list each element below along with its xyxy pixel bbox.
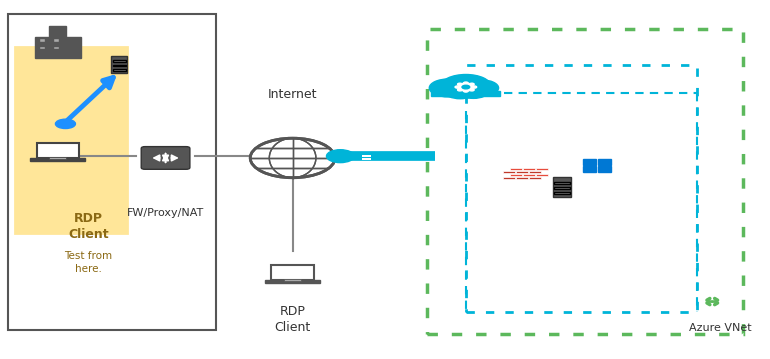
Circle shape: [250, 138, 335, 178]
FancyBboxPatch shape: [523, 174, 534, 176]
FancyBboxPatch shape: [598, 166, 611, 172]
Circle shape: [472, 86, 477, 88]
FancyBboxPatch shape: [49, 157, 66, 159]
FancyBboxPatch shape: [37, 143, 79, 158]
FancyBboxPatch shape: [54, 39, 59, 42]
FancyBboxPatch shape: [111, 56, 127, 74]
Circle shape: [440, 75, 491, 98]
FancyBboxPatch shape: [40, 47, 45, 49]
FancyBboxPatch shape: [40, 39, 45, 42]
Circle shape: [458, 84, 474, 90]
FancyBboxPatch shape: [431, 90, 500, 96]
FancyBboxPatch shape: [40, 39, 45, 42]
FancyBboxPatch shape: [54, 47, 59, 49]
Circle shape: [457, 83, 462, 85]
Circle shape: [445, 84, 476, 99]
Text: Test from
here.: Test from here.: [65, 251, 112, 274]
Circle shape: [326, 150, 354, 163]
FancyBboxPatch shape: [40, 39, 45, 42]
FancyBboxPatch shape: [503, 177, 515, 179]
FancyBboxPatch shape: [554, 182, 570, 184]
FancyBboxPatch shape: [15, 47, 127, 233]
FancyBboxPatch shape: [523, 168, 534, 170]
FancyBboxPatch shape: [503, 171, 515, 173]
FancyBboxPatch shape: [272, 265, 314, 280]
FancyBboxPatch shape: [8, 14, 216, 330]
Circle shape: [464, 82, 468, 84]
FancyBboxPatch shape: [553, 177, 571, 197]
Circle shape: [55, 119, 75, 129]
Circle shape: [470, 89, 474, 91]
FancyBboxPatch shape: [112, 60, 126, 62]
FancyBboxPatch shape: [554, 192, 570, 194]
FancyBboxPatch shape: [30, 158, 85, 161]
FancyBboxPatch shape: [583, 159, 595, 164]
Circle shape: [711, 301, 714, 302]
Circle shape: [455, 86, 460, 88]
FancyBboxPatch shape: [517, 171, 528, 173]
FancyBboxPatch shape: [517, 177, 528, 179]
FancyBboxPatch shape: [54, 39, 59, 42]
FancyBboxPatch shape: [598, 159, 611, 164]
FancyBboxPatch shape: [141, 146, 190, 169]
Circle shape: [462, 85, 470, 89]
Circle shape: [470, 83, 474, 85]
Circle shape: [464, 80, 499, 96]
FancyBboxPatch shape: [362, 155, 371, 157]
FancyBboxPatch shape: [284, 279, 301, 281]
FancyBboxPatch shape: [40, 39, 45, 42]
Text: FW/Proxy/NAT: FW/Proxy/NAT: [127, 208, 204, 218]
FancyBboxPatch shape: [510, 168, 521, 170]
FancyBboxPatch shape: [54, 47, 59, 49]
FancyBboxPatch shape: [49, 26, 66, 37]
FancyBboxPatch shape: [40, 47, 45, 49]
FancyBboxPatch shape: [112, 69, 126, 71]
FancyBboxPatch shape: [54, 39, 59, 42]
FancyBboxPatch shape: [536, 174, 548, 176]
FancyBboxPatch shape: [530, 171, 541, 173]
FancyBboxPatch shape: [583, 166, 595, 172]
FancyBboxPatch shape: [112, 65, 126, 66]
Text: Internet: Internet: [268, 88, 317, 101]
Text: RDP
Client: RDP Client: [69, 212, 109, 241]
FancyBboxPatch shape: [40, 47, 45, 49]
Circle shape: [708, 301, 711, 302]
FancyBboxPatch shape: [265, 280, 320, 283]
FancyBboxPatch shape: [536, 168, 548, 170]
FancyBboxPatch shape: [54, 47, 59, 49]
Circle shape: [714, 301, 717, 302]
Text: RDP
Client: RDP Client: [274, 305, 311, 334]
FancyBboxPatch shape: [54, 47, 59, 49]
FancyBboxPatch shape: [362, 158, 371, 160]
Circle shape: [464, 90, 468, 92]
Circle shape: [457, 89, 462, 91]
FancyBboxPatch shape: [554, 187, 570, 189]
Text: Azure VNet: Azure VNet: [688, 323, 752, 333]
FancyBboxPatch shape: [35, 37, 81, 58]
FancyBboxPatch shape: [530, 177, 541, 179]
FancyBboxPatch shape: [510, 174, 521, 176]
FancyBboxPatch shape: [54, 39, 59, 42]
Circle shape: [459, 85, 488, 98]
Circle shape: [430, 79, 468, 97]
FancyBboxPatch shape: [40, 47, 45, 49]
